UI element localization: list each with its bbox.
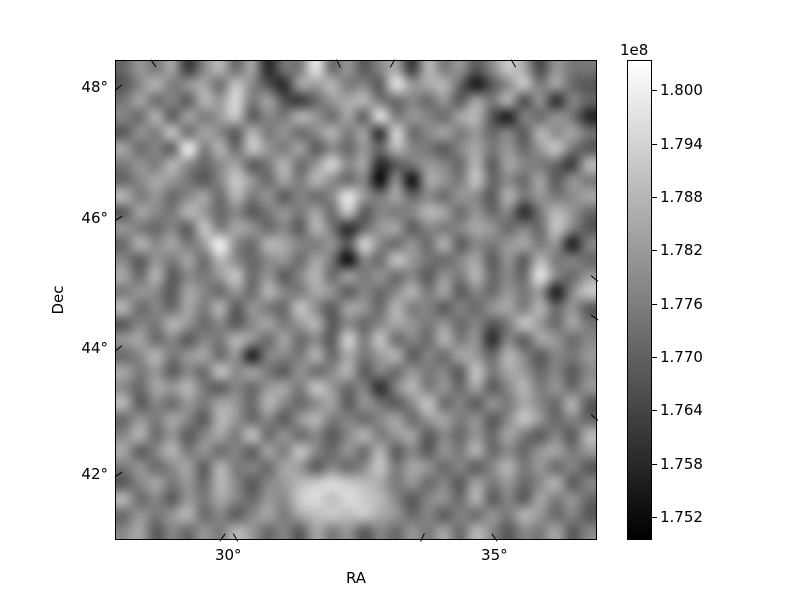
y-tick-label: 42° xyxy=(81,465,108,483)
colorbar-tick xyxy=(652,196,657,198)
heatmap-image xyxy=(116,61,596,539)
colorbar-tick xyxy=(652,90,657,92)
y-tick-label: 48° xyxy=(81,78,108,97)
colorbar-tick-label: 1.752 xyxy=(660,507,703,526)
colorbar-tick-label: 1.758 xyxy=(660,454,703,473)
colorbar-tick xyxy=(652,516,657,518)
x-tick-label: 30° xyxy=(214,546,242,564)
colorbar-tick xyxy=(652,463,657,465)
colorbar-offset-label: 1e8 xyxy=(620,41,649,59)
y-tick-label: 44° xyxy=(81,339,108,357)
colorbar-tick-label: 1.800 xyxy=(660,81,703,100)
colorbar xyxy=(627,60,652,540)
y-tick-label: 46° xyxy=(81,208,108,227)
colorbar-tick-label: 1.794 xyxy=(660,134,703,153)
colorbar-tick-label: 1.776 xyxy=(660,294,703,313)
colorbar-gradient xyxy=(628,61,651,539)
x-axis-label: RA xyxy=(345,569,367,587)
y-axis-label: Dec xyxy=(49,285,67,315)
colorbar-tick xyxy=(652,143,657,145)
colorbar-tick xyxy=(652,250,657,252)
x-tick-label: 35° xyxy=(481,546,508,564)
colorbar-tick-label: 1.764 xyxy=(660,401,703,420)
plot-area xyxy=(115,60,597,540)
colorbar-tick xyxy=(652,303,657,305)
colorbar-tick-label: 1.770 xyxy=(660,347,703,366)
colorbar-tick-label: 1.788 xyxy=(660,187,703,206)
colorbar-tick-label: 1.782 xyxy=(660,241,703,260)
colorbar-tick xyxy=(652,410,657,412)
colorbar-tick xyxy=(652,356,657,358)
